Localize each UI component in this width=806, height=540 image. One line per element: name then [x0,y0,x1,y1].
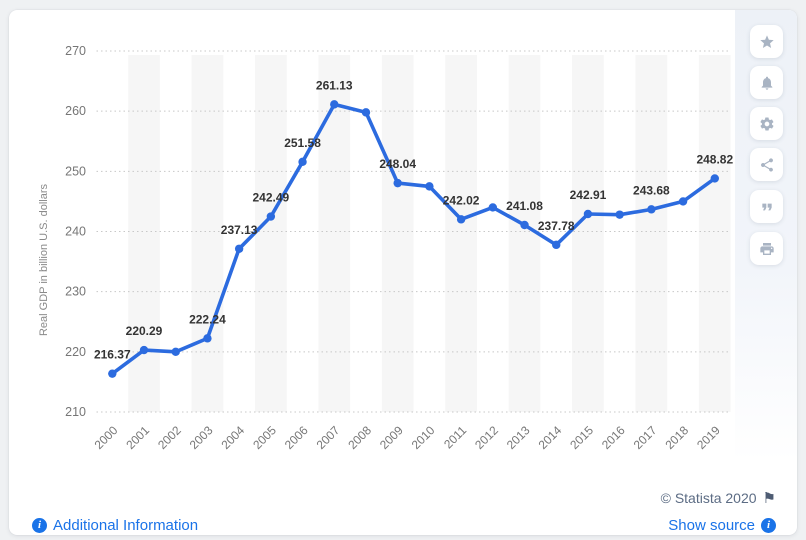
settings-button[interactable] [750,107,783,140]
x-tick-label: 2002 [155,423,184,452]
category-stripe [254,55,287,412]
y-tick-label: 230 [65,285,86,299]
x-tick-label: 2009 [377,423,406,452]
gear-icon [759,116,774,131]
data-point[interactable] [425,182,434,191]
quote-icon [761,203,772,210]
alerts-button[interactable] [750,66,783,99]
data-point[interactable] [647,205,656,214]
data-point[interactable] [393,178,402,188]
info-icon: i [761,518,776,533]
x-tick-label: 2013 [504,423,533,452]
additional-information-link[interactable]: i Additional Information [32,517,198,534]
data-point[interactable] [488,203,498,212]
x-tick-label: 2018 [662,423,691,452]
share-icon [760,157,773,172]
category-stripe [445,55,477,412]
data-point[interactable] [678,197,688,206]
data-point-label: 248.82 [696,152,733,166]
data-point[interactable] [710,174,719,183]
chart-card: 210 220 230 240 250 260 270 Real GDP in billion… [9,10,797,535]
x-tick-label: 2005 [250,423,279,452]
y-axis-title: Real GDP in billion U.S. dollars [38,183,50,336]
x-tick-label: 2004 [218,423,247,452]
cite-button[interactable] [750,190,783,223]
data-point-label: 222.24 [189,312,226,326]
x-tick-label: 2000 [92,423,121,452]
x-tick-label: 2011 [441,423,469,451]
y-tick-label: 260 [65,104,86,118]
x-tick-label: 2012 [472,423,501,452]
data-point-label: 242.91 [570,188,607,202]
additional-information-label: Additional Information [53,517,199,534]
data-point-label: 237.78 [538,219,575,233]
data-point[interactable] [139,345,149,355]
y-tick-label: 250 [65,164,86,178]
data-point-label: 261.13 [316,78,353,92]
info-icon: i [32,518,47,533]
data-point[interactable] [298,157,307,167]
data-point-label: 248.04 [379,157,416,171]
flag-icon: ⚑ [762,489,776,507]
gdp-line [110,102,717,376]
data-point[interactable] [520,220,529,230]
x-tick-label: 2006 [282,423,311,452]
share-button[interactable] [750,148,783,181]
data-point-label: 220.29 [126,324,163,338]
copyright: © Statista 2020 ⚑ [661,490,776,506]
show-source-label: Show source [668,517,755,534]
data-point[interactable] [330,100,339,109]
x-tick-label: 2010 [409,423,438,452]
data-point[interactable] [361,108,371,117]
x-tick-label: 2019 [694,423,723,452]
x-tick-label: 2003 [187,423,216,452]
sidebar-toolbar [735,10,797,480]
favorite-button[interactable] [750,25,783,58]
data-point-label: 237.13 [221,223,258,237]
show-source-link[interactable]: Show source i [668,517,776,534]
data-point[interactable] [234,244,244,253]
data-point-label: 242.49 [252,191,289,205]
x-tick-label: 2007 [314,423,343,452]
bell-icon [761,76,772,90]
category-stripe [572,55,604,412]
category-stripe [698,55,731,412]
data-point[interactable] [171,347,180,357]
category-stripe [191,55,224,412]
y-tick-label: 210 [65,405,86,419]
x-tick-label: 2015 [567,423,596,452]
x-tick-label: 2001 [123,423,152,452]
category-stripe [381,55,414,412]
x-tick-label: 2016 [599,423,628,452]
data-point[interactable] [203,334,212,343]
data-point-label: 243.68 [633,183,670,197]
data-point[interactable] [266,212,276,221]
data-point[interactable] [552,240,561,250]
data-point-label: 242.02 [443,193,480,207]
print-icon [759,242,774,255]
category-stripe [318,55,351,412]
category-stripe [635,55,668,412]
data-point[interactable] [615,210,624,219]
y-tick-label: 270 [65,44,86,58]
x-tick-label: 2017 [631,423,660,452]
star-icon [759,34,774,48]
print-button[interactable] [750,232,783,265]
y-tick-label: 220 [65,345,86,359]
data-point[interactable] [108,369,117,378]
data-point-label: 251.58 [284,136,321,150]
y-tick-label: 240 [65,225,86,239]
gdp-line-chart[interactable]: 210 220 230 240 250 260 270 Real GDP in billion… [9,10,733,480]
x-tick-label: 2008 [345,423,374,452]
data-point-label: 216.37 [94,348,131,362]
data-point-label: 241.08 [506,199,543,213]
data-point[interactable] [583,209,593,219]
copyright-text: © Statista 2020 [660,490,757,506]
data-point[interactable] [456,215,466,224]
x-tick-label: 2014 [536,423,565,452]
